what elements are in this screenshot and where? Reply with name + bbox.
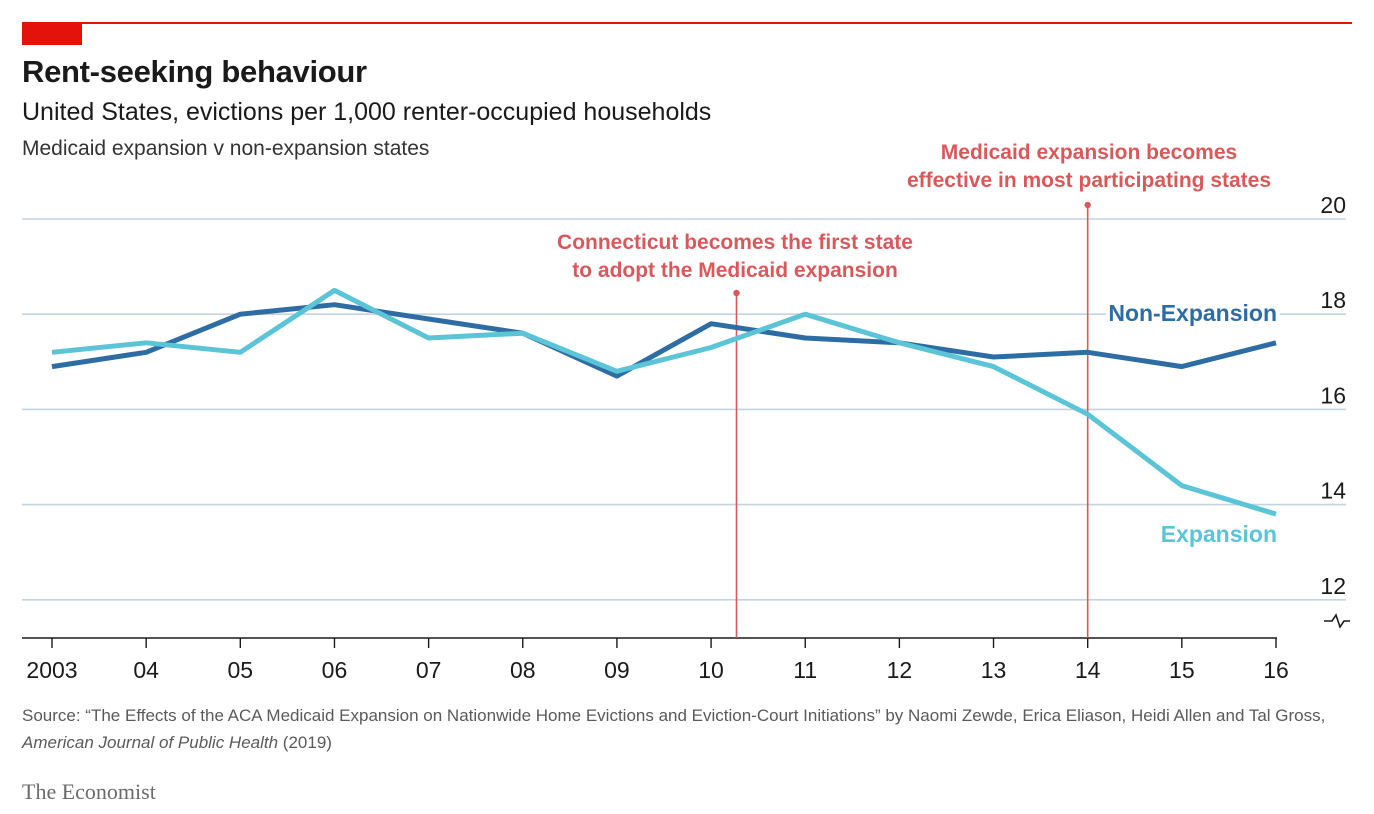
x-tick-label: 10 xyxy=(698,657,724,683)
annotation-dot xyxy=(733,289,740,297)
source-year: (2019) xyxy=(278,733,332,752)
x-tick-label: 15 xyxy=(1169,657,1195,683)
annotation-label: to adopt the Medicaid expansion xyxy=(572,259,898,282)
annotation-label: Connecticut becomes the first state xyxy=(557,231,913,254)
x-tick-label: 2003 xyxy=(26,657,77,683)
top-rule xyxy=(22,22,1352,24)
y-tick-label: 20 xyxy=(1320,192,1346,218)
annotation-label: Medicaid expansion becomes xyxy=(941,141,1237,164)
x-tick-label: 13 xyxy=(981,657,1007,683)
y-tick-label: 18 xyxy=(1320,287,1346,313)
x-tick-label: 12 xyxy=(887,657,913,683)
x-tick-label: 09 xyxy=(604,657,630,683)
annotation-dot xyxy=(1084,201,1091,209)
series-line-expansion xyxy=(51,287,1277,517)
series-label-expansion: Expansion xyxy=(1161,521,1277,547)
annotation-label: effective in most participating states xyxy=(907,169,1271,192)
series-line-non-expansion xyxy=(51,302,1277,379)
x-tick-label: 14 xyxy=(1075,657,1101,683)
x-tick-label: 16 xyxy=(1263,657,1289,683)
source-note: Source: “The Effects of the ACA Medicaid… xyxy=(22,702,1342,756)
axis-break-icon xyxy=(1324,613,1350,629)
x-tick-label: 04 xyxy=(133,657,159,683)
x-tick-label: 11 xyxy=(793,657,817,683)
economist-logo: The Economist xyxy=(22,779,156,804)
source-text: Source: “The Effects of the ACA Medicaid… xyxy=(22,706,1326,725)
line-chart: 12 14 16 18 20 2003 04 05 06 07 08 09 10 11 12 13 14 15 16… xyxy=(22,141,1350,683)
y-tick-label: 14 xyxy=(1320,478,1346,504)
y-tick-label: 16 xyxy=(1320,382,1346,408)
series-label-non-expansion: Non-Expansion xyxy=(1108,300,1277,326)
x-tick-label: 05 xyxy=(228,657,254,683)
x-tick-label: 07 xyxy=(416,657,442,683)
y-tick-label: 12 xyxy=(1320,573,1346,599)
chart-subsubtitle: Medicaid expansion v non-expansion state… xyxy=(22,137,430,160)
chart-title: Rent-seeking behaviour xyxy=(22,54,367,89)
x-tick-label: 06 xyxy=(322,657,348,683)
chart-subtitle: United States, evictions per 1,000 rente… xyxy=(22,98,712,126)
source-journal: American Journal of Public Health xyxy=(22,733,279,752)
brand-red-tag xyxy=(22,24,82,45)
x-tick-label: 08 xyxy=(510,657,536,683)
